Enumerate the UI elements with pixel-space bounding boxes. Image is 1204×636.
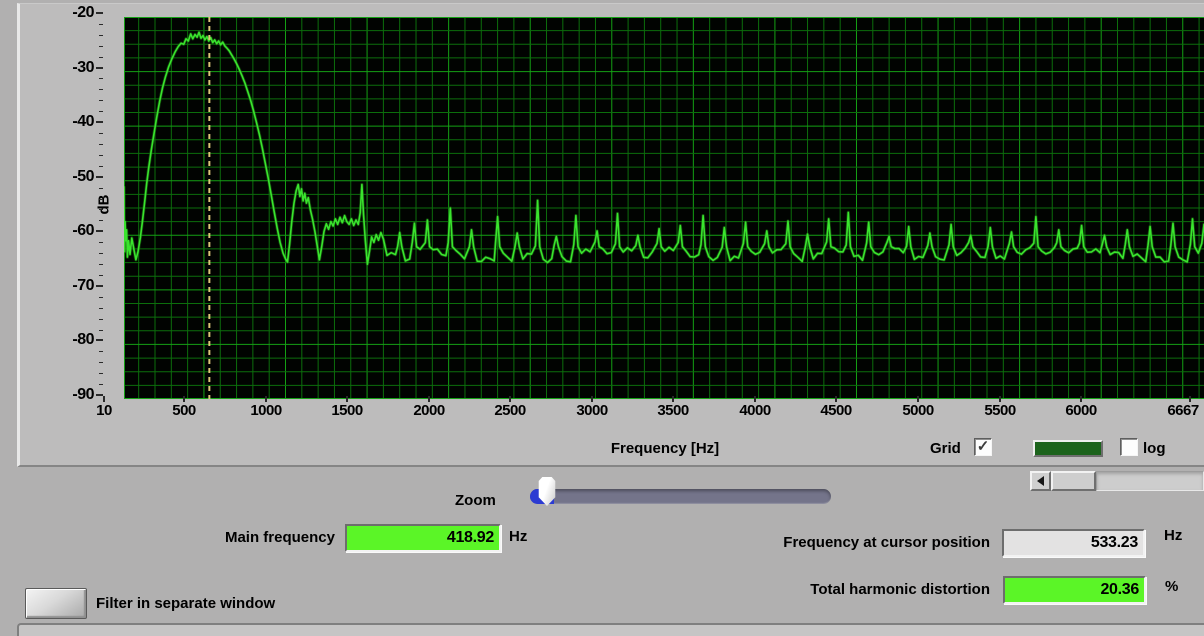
spectrum-chart xyxy=(124,17,1204,399)
cursor-frequency-field: 533.23 xyxy=(1002,529,1145,557)
scrollbar-track[interactable] xyxy=(1096,471,1204,491)
cursor-frequency-value: 533.23 xyxy=(1090,534,1138,551)
zoom-slider-track[interactable] xyxy=(530,489,831,504)
main-frequency-label: Main frequency xyxy=(224,529,335,546)
scroll-left-arrow-icon xyxy=(1037,476,1044,486)
thd-value: 20.36 xyxy=(1100,581,1139,598)
main-frequency-unit: Hz xyxy=(509,528,528,545)
spectrum-graph-panel: dB Frequency [Hz] Grid ✓ log xyxy=(17,3,1204,467)
log-label: log xyxy=(1143,440,1166,457)
filter-window-label: Filter in separate window xyxy=(96,595,276,612)
scrollbar-left-button[interactable] xyxy=(1030,471,1051,491)
bottom-panel-edge xyxy=(17,623,1204,636)
thd-label: Total harmonic distortion xyxy=(810,581,990,598)
grid-label: Grid xyxy=(930,440,961,457)
log-checkbox[interactable] xyxy=(1120,438,1138,456)
thd-unit: % xyxy=(1165,578,1179,595)
grid-checkbox[interactable]: ✓ xyxy=(974,438,992,456)
spectrum-plot-area[interactable] xyxy=(124,17,1204,399)
main-frequency-value: 418.92 xyxy=(446,529,494,546)
grid-color-swatch[interactable] xyxy=(1033,440,1103,457)
cursor-frequency-unit: Hz xyxy=(1164,527,1183,544)
horizontal-scrollbar[interactable] xyxy=(1030,471,1204,491)
checkmark-icon: ✓ xyxy=(976,438,990,455)
filter-window-button[interactable] xyxy=(25,588,87,619)
main-frequency-field: 418.92 xyxy=(345,524,501,552)
zoom-slider-label: Zoom xyxy=(455,492,496,509)
zoom-slider-thumb[interactable] xyxy=(538,477,556,506)
thd-field: 20.36 xyxy=(1003,576,1146,604)
x-axis-title: Frequency [Hz] xyxy=(610,440,720,457)
y-axis-title: dB xyxy=(95,194,113,215)
cursor-frequency-label: Frequency at cursor position xyxy=(783,534,990,551)
scrollbar-thumb[interactable] xyxy=(1051,471,1096,491)
